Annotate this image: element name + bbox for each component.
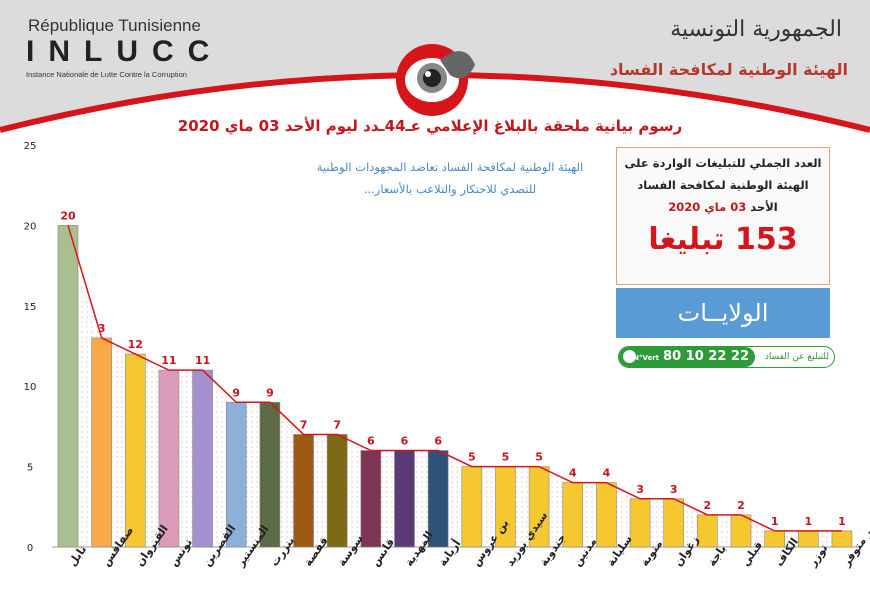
data-label: 1 [838,515,846,528]
bar [764,530,785,548]
data-label: 2 [737,499,745,512]
bar [730,514,752,548]
data-label: 12 [128,338,143,351]
summary-date: 03 ماي 2020 [668,200,747,214]
data-label: 9 [266,386,274,399]
instance-text: Instance Nationale de Lutte Contre la Co… [26,70,187,79]
summary-line2: الهيئة الوطنية لمكافحة الفساد [637,178,809,192]
data-label: 2 [704,499,712,512]
header-banner [0,0,870,140]
data-label: 6 [401,435,409,448]
trend-line [67,225,842,532]
data-label: 1 [771,515,779,528]
hotline-text: للتبليغ عن الفساد [764,352,829,362]
bar [192,369,213,548]
bar [831,530,853,548]
summary-day: الأحد [750,200,778,214]
ar-instance-text: الهيئة الوطنية لمكافحة الفساد [609,60,848,79]
hotline-number: 80 10 22 22 [663,349,749,364]
subtitle: الهيئة الوطنية لمكافحة الفساد تعاضد المج… [316,160,584,196]
data-label: 5 [468,451,476,464]
bar [360,450,382,548]
data-label: 9 [232,386,240,399]
data-label: 4 [569,467,577,480]
y-tick-label: 10 [24,382,37,393]
y-tick-label: 0 [27,543,33,554]
eye-logo-icon [396,44,475,116]
bar [663,498,685,548]
data-label: 3 [670,483,678,496]
hotline-tag: N°Vert [633,354,660,362]
bar [293,434,314,548]
bar [596,482,617,548]
summary-box: العدد الجملي للتبليغات الواردة على الهيئ… [616,147,830,285]
inlucc-logo: INLUCC [26,35,224,68]
data-label: 5 [502,451,510,464]
data-label: 6 [434,435,442,448]
bar [158,369,180,548]
hotline-banner: N°Vert 80 10 22 22 للتبليغ عن الفساد [618,346,835,368]
bar [797,530,819,548]
data-label: 20 [60,209,76,222]
summary-total: 153 تبليغا [648,222,798,257]
regions-label: الولايــات [616,288,830,338]
data-label: 5 [535,451,543,464]
bar [57,225,79,548]
data-label: 11 [195,354,210,367]
summary-line1: العدد الجملي للتبليغات الواردة على [624,156,822,170]
data-label: 7 [300,418,308,431]
data-label: 11 [161,354,176,367]
bar [125,353,146,548]
bar [91,337,112,548]
page-title: رسوم بيانية ملحقة بالبلاغ الإعلامي عـ44ـ… [177,117,683,135]
y-tick-label: 5 [27,463,33,474]
y-tick-label: 25 [24,141,37,152]
ar-republic-text: الجمهورية التونسية [670,17,842,42]
data-label: 4 [603,467,611,480]
bar-chart: 051015202520نابل3صفاقس12القيروان11تونس11… [24,141,870,570]
data-label: 3 [636,483,644,496]
y-tick-label: 15 [24,302,37,313]
bar [461,466,483,548]
play-icon [623,350,636,363]
bar [427,450,449,548]
y-tick-label: 20 [24,221,37,232]
republique-text: République Tunisienne [28,16,201,35]
data-label: 6 [367,435,375,448]
bar [394,450,415,548]
bar [326,434,348,548]
data-label: 7 [333,418,341,431]
data-label: 1 [804,515,812,528]
data-label: 3 [98,322,106,335]
